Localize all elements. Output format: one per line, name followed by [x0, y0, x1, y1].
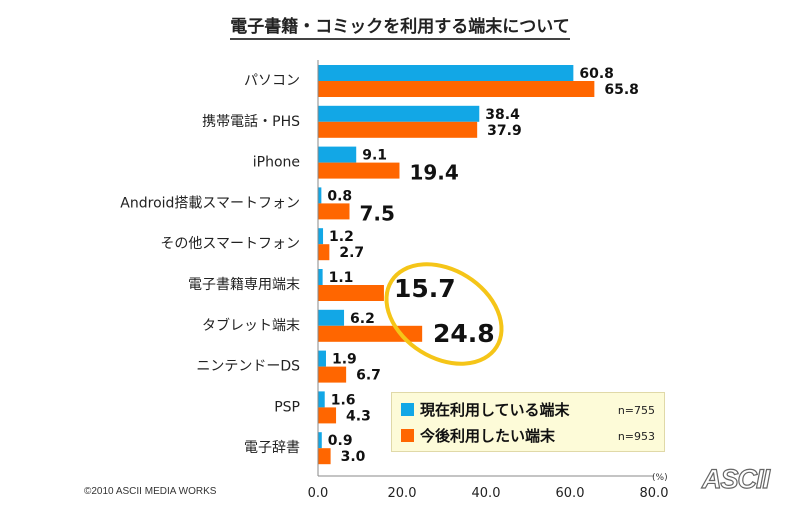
bar-future	[318, 203, 350, 220]
bar-future	[318, 162, 400, 179]
copyright-text: ©2010 ASCII MEDIA WORKS	[84, 486, 217, 497]
bar-future	[318, 121, 478, 138]
bar-current	[318, 146, 357, 163]
value-label-current: 1.6	[331, 392, 356, 408]
legend: 現在利用している端末 n=755 今後利用したい端末 n=953	[391, 392, 665, 452]
bar-current	[318, 228, 324, 245]
legend-label-future: 今後利用したい端末	[420, 426, 556, 445]
x-tick-labels: 0.0 20.0 40.0 60.0 80.0	[308, 486, 669, 501]
value-label-future: 37.9	[487, 123, 522, 139]
value-labels: 60.865.8 38.437.9 9.1 19.4 0.8 7.5 1.22.7 1.1 15…	[327, 66, 639, 465]
category-label: 携帯電話・PHS	[202, 113, 300, 130]
value-label-future: 24.8	[433, 319, 495, 348]
bar-current	[318, 269, 323, 285]
category-label: 電子書籍専用端末	[188, 276, 300, 293]
bar-future	[318, 448, 331, 465]
value-label-current: 1.1	[329, 270, 354, 286]
bar-future	[318, 244, 330, 261]
value-label-current: 0.9	[328, 433, 353, 449]
category-label: タブレット端末	[202, 317, 300, 334]
value-label-current: 0.8	[327, 188, 352, 204]
value-label-current: 6.2	[350, 311, 375, 327]
x-tick-label: 20.0	[388, 486, 417, 501]
legend-swatch-future	[401, 428, 414, 442]
legend-n-current: n=755	[617, 404, 655, 417]
value-label-current: 1.9	[332, 352, 357, 368]
value-label-future: 2.7	[339, 245, 364, 261]
value-label-future: 6.7	[356, 368, 381, 384]
chart-title: 電子書籍・コミックを利用する端末について	[0, 12, 800, 40]
x-tick-label: 60.0	[556, 486, 585, 501]
value-label-future: 19.4	[409, 161, 458, 185]
category-label: PSP	[274, 399, 300, 415]
legend-swatch-current	[401, 402, 414, 416]
x-tick-label: 80.0	[640, 486, 669, 501]
value-label-future: 4.3	[346, 408, 371, 424]
bar-current	[318, 350, 326, 367]
legend-item-current: 現在利用している端末 n=755	[401, 398, 661, 420]
chart-title-text: 電子書籍・コミックを利用する端末について	[230, 17, 570, 40]
category-label: ニンテンドーDS	[196, 359, 300, 375]
legend-label-current: 現在利用している端末	[420, 400, 570, 419]
bar-future	[318, 285, 384, 301]
bars	[318, 65, 595, 465]
ascii-logo: ASCII	[701, 463, 770, 494]
value-label-future: 3.0	[341, 449, 366, 465]
bar-future	[318, 81, 595, 97]
value-label-current: 38.4	[485, 107, 520, 123]
value-label-current: 9.1	[362, 148, 387, 164]
category-label: Android搭載スマートフォン	[120, 195, 300, 211]
value-label-future: 15.7	[394, 274, 456, 303]
value-label-current: 1.2	[329, 229, 354, 245]
bar-current	[318, 105, 480, 122]
value-label-future: 7.5	[360, 201, 395, 225]
bar-future	[318, 366, 347, 383]
x-tick-label: 40.0	[472, 486, 501, 501]
highlight-ellipse	[384, 262, 504, 366]
bar-current	[318, 187, 322, 204]
bar-current	[318, 391, 325, 408]
category-label: その他スマートフォン	[160, 236, 300, 252]
bar-current	[318, 309, 345, 326]
axis-unit-label: (%)	[652, 473, 668, 483]
legend-n-future: n=953	[617, 430, 655, 443]
category-label: 電子辞書	[244, 440, 300, 456]
x-tick-label: 0.0	[308, 486, 329, 501]
value-label-future: 65.8	[604, 82, 639, 98]
bar-future	[318, 407, 337, 424]
legend-item-future: 今後利用したい端末 n=953	[401, 424, 661, 446]
category-label: iPhone	[253, 155, 300, 171]
value-label-current: 60.8	[579, 66, 614, 82]
bar-current	[318, 432, 322, 449]
category-label: パソコン	[244, 73, 300, 89]
bar-current	[318, 65, 574, 81]
